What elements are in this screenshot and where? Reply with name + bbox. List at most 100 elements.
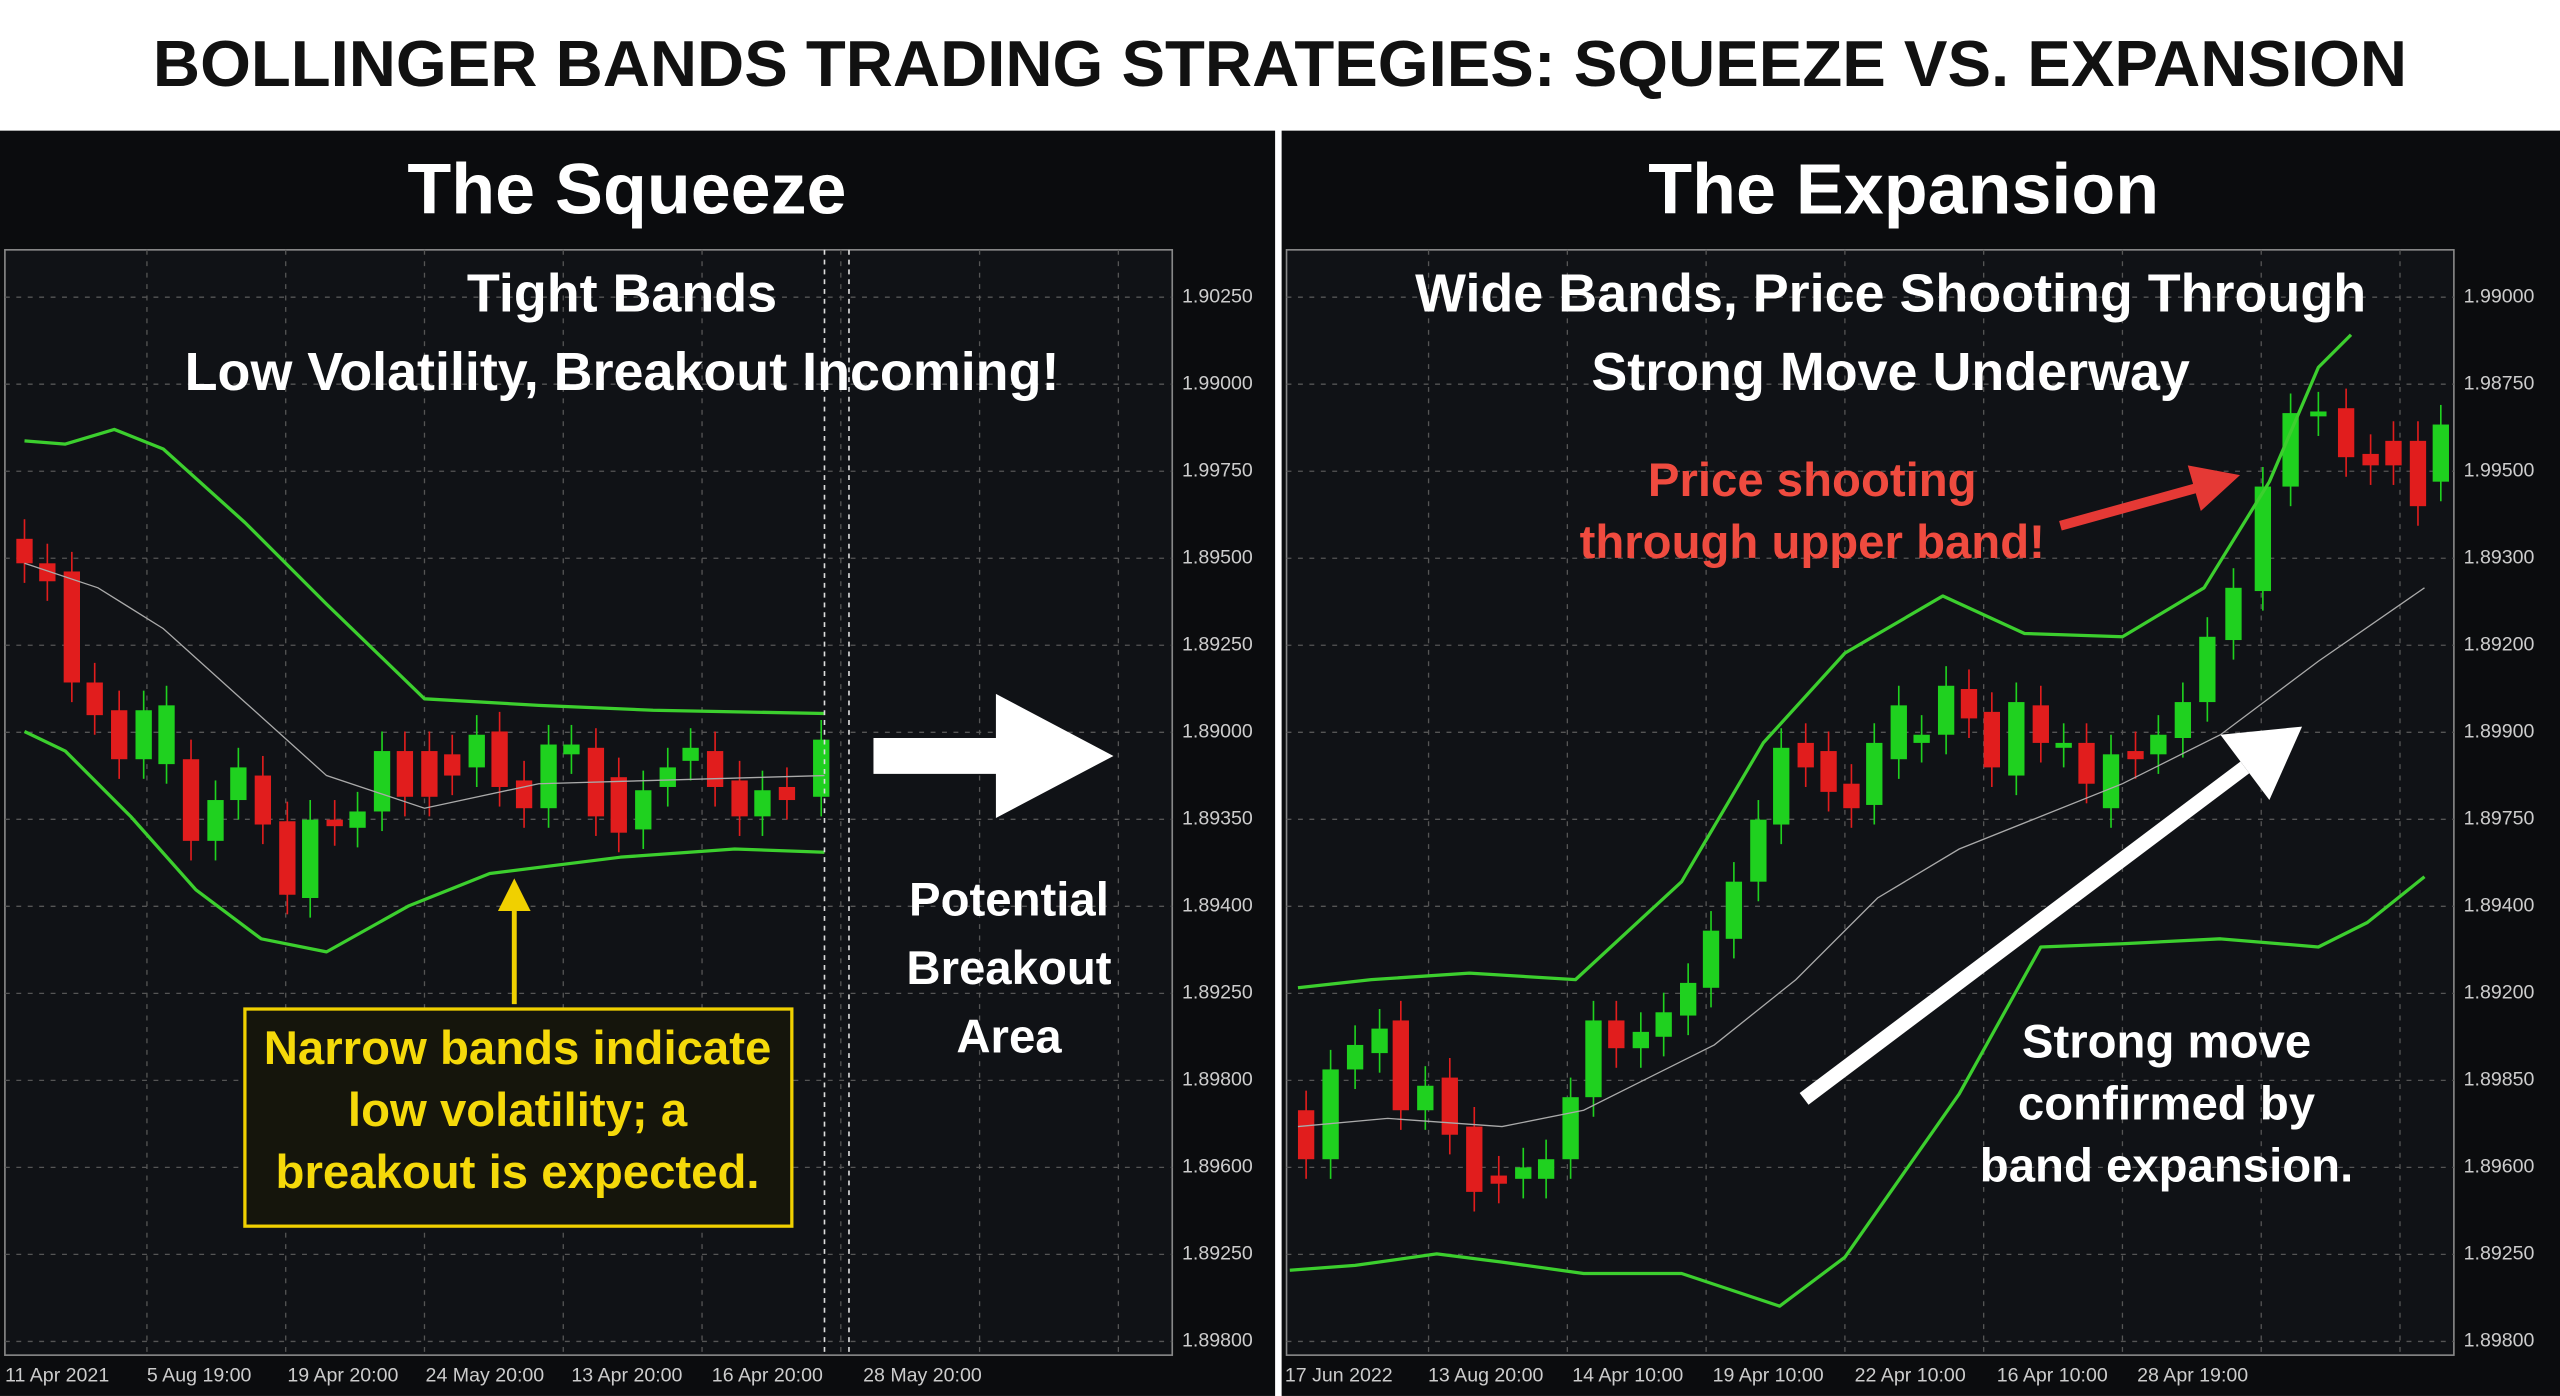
annotation-box bbox=[243, 1007, 794, 1228]
y-axis-label: 1.89400 bbox=[2464, 894, 2535, 916]
candle-body bbox=[2362, 453, 2379, 466]
candle-body bbox=[2150, 734, 2167, 755]
y-axis-label: 1.89600 bbox=[1182, 1156, 1253, 1178]
candle-body bbox=[1983, 711, 2000, 768]
candle-body bbox=[2008, 702, 2025, 776]
candle-body bbox=[2199, 636, 2216, 703]
y-axis-label: 1.99500 bbox=[2464, 459, 2535, 481]
candle-body bbox=[2225, 587, 2242, 641]
candle-body bbox=[2174, 702, 2192, 738]
candle-body bbox=[1913, 734, 1930, 743]
x-axis-label: 13 Apr 20:00 bbox=[571, 1365, 682, 1387]
candle-body bbox=[182, 759, 200, 841]
candle-body bbox=[254, 775, 272, 825]
trend-arrow bbox=[1799, 726, 2303, 1105]
candle-body bbox=[1843, 783, 1860, 809]
breakout-arrow bbox=[873, 693, 1114, 818]
y-axis-label: 1.89750 bbox=[2464, 807, 2535, 829]
candle-body bbox=[1537, 1159, 1555, 1179]
x-axis-label: 5 Aug 19:00 bbox=[147, 1365, 252, 1387]
y-axis-label: 1.98750 bbox=[2464, 372, 2535, 394]
candle-body bbox=[2055, 742, 2072, 748]
x-axis-label: 16 Apr 10:00 bbox=[1997, 1365, 2108, 1387]
candle-body bbox=[778, 786, 796, 801]
annotation: Narrow bands indicate bbox=[264, 1022, 772, 1075]
candle-body bbox=[1297, 1110, 1315, 1160]
candle-body bbox=[1890, 705, 1907, 760]
headline: Tight Bands bbox=[467, 263, 777, 323]
x-axis-label: 17 Jun 2022 bbox=[1285, 1365, 1393, 1387]
x-axis-label: 19 Apr 10:00 bbox=[1713, 1365, 1824, 1387]
candle-body bbox=[1466, 1126, 1483, 1192]
texts: BOLLINGER BANDS TRADING STRATEGIES: SQUE… bbox=[5, 27, 2534, 1387]
candle-body bbox=[706, 751, 724, 787]
candle-body bbox=[111, 710, 128, 760]
x-axis-label: 28 Apr 19:00 bbox=[2137, 1365, 2248, 1387]
bollinger-band bbox=[24, 427, 825, 716]
candle-body bbox=[1797, 742, 1814, 768]
y-axis-label: 1.89900 bbox=[2464, 720, 2535, 742]
candle-body bbox=[2310, 411, 2327, 417]
x-axis-label: 11 Apr 2021 bbox=[5, 1365, 109, 1387]
candle-body bbox=[302, 819, 319, 898]
candle-body bbox=[39, 563, 56, 582]
y-axis-label: 1.89800 bbox=[2464, 1330, 2535, 1352]
candle-body bbox=[1490, 1175, 1507, 1184]
candle-body bbox=[2337, 408, 2355, 458]
candle-body bbox=[349, 811, 366, 828]
candle-body bbox=[207, 800, 224, 841]
candle-body bbox=[1562, 1097, 1579, 1160]
candle-body bbox=[1960, 689, 1978, 719]
y-axis-label: 1.89250 bbox=[1182, 1243, 1253, 1265]
candle-body bbox=[635, 790, 652, 830]
bands bbox=[23, 333, 2426, 1308]
candle-body bbox=[2432, 424, 2449, 482]
x-axis-label: 13 Aug 20:00 bbox=[1428, 1365, 1544, 1387]
panel-title: The Squeeze bbox=[407, 149, 846, 229]
candle-body bbox=[1608, 1020, 1625, 1049]
y-axis-label: 1.89000 bbox=[1182, 720, 1253, 742]
candle-body bbox=[63, 571, 80, 683]
candle-body bbox=[1346, 1044, 1364, 1070]
candle-body bbox=[230, 767, 247, 801]
annotation: low volatility; a bbox=[348, 1084, 688, 1137]
y-axis-label: 1.89250 bbox=[1182, 982, 1253, 1004]
annotation: Strong move bbox=[2022, 1015, 2311, 1068]
candle-body bbox=[540, 744, 557, 809]
candle-body bbox=[468, 734, 485, 768]
annotation: Price shooting bbox=[1648, 454, 1977, 507]
middle-band bbox=[24, 562, 825, 809]
candle-body bbox=[2409, 440, 2427, 507]
candle-body bbox=[731, 780, 748, 817]
candle-body bbox=[610, 777, 627, 833]
yellow-arrow bbox=[497, 878, 531, 1005]
page-title: BOLLINGER BANDS TRADING STRATEGIES: SQUE… bbox=[153, 27, 2407, 100]
x-axis-label: 24 May 20:00 bbox=[426, 1365, 545, 1387]
candle-body bbox=[682, 747, 699, 761]
bollinger-band bbox=[1289, 875, 2426, 1308]
title-band bbox=[0, 0, 2560, 131]
panel-title: The Expansion bbox=[1648, 149, 2159, 229]
candle-body bbox=[813, 739, 830, 797]
headline: Low Volatility, Breakout Incoming! bbox=[185, 342, 1060, 402]
y-axis-label: 1.99000 bbox=[2464, 285, 2535, 307]
candle-body bbox=[1725, 881, 1743, 939]
y-axis-label: 1.89200 bbox=[2464, 633, 2535, 655]
annotation: Area bbox=[956, 1011, 1062, 1064]
candle-body bbox=[1655, 1012, 1672, 1037]
candle-body bbox=[16, 538, 33, 564]
candle-body bbox=[491, 731, 508, 787]
candle-body bbox=[1441, 1077, 1458, 1135]
candle-body bbox=[444, 754, 461, 776]
annotation: confirmed by bbox=[2018, 1077, 2316, 1130]
y-axis-label: 1.89400 bbox=[1182, 894, 1253, 916]
x-axis-label: 22 Apr 10:00 bbox=[1855, 1365, 1966, 1387]
headline: Strong Move Underway bbox=[1591, 342, 2190, 402]
candle-body bbox=[2282, 413, 2299, 487]
candle-body bbox=[1417, 1085, 1434, 1111]
candle-body bbox=[279, 821, 296, 895]
annotation: through upper band! bbox=[1580, 516, 2045, 569]
annotation: band expansion. bbox=[1980, 1140, 2353, 1193]
candle-body bbox=[396, 751, 414, 797]
